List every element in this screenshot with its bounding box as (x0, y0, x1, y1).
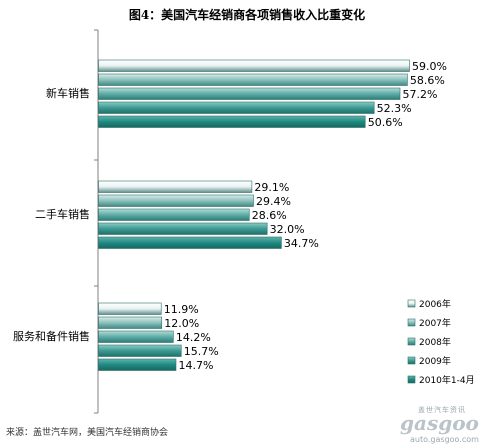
category-label-1: 二手车销售 (35, 207, 90, 221)
data-label-0-2: 57.2% (403, 88, 438, 101)
legend-label-0: 2006年 (419, 298, 451, 310)
bar-2-4 (98, 358, 177, 371)
category-label-2: 服务和备件销售 (13, 329, 90, 343)
data-label-1-0: 29.1% (254, 181, 289, 194)
data-label-2-3: 15.7% (184, 345, 219, 358)
data-label-0-3: 52.3% (377, 102, 412, 115)
bar-2-3 (98, 344, 182, 357)
bar-1-0 (98, 180, 253, 193)
legend-label-1: 2007年 (419, 317, 451, 329)
bar-2-0 (98, 302, 162, 315)
legend-swatch-3 (407, 356, 416, 365)
category-label-0: 新车销售 (46, 86, 90, 100)
bar-2-2 (98, 330, 174, 343)
data-label-1-3: 32.0% (270, 223, 305, 236)
legend-label-4: 2010年1-4月 (419, 374, 475, 386)
bar-1-3 (98, 222, 268, 235)
bar-0-2 (98, 87, 401, 100)
bar-0-1 (98, 73, 408, 86)
data-label-0-1: 58.6% (410, 74, 445, 87)
data-label-2-4: 14.7% (178, 359, 213, 372)
bar-2-1 (98, 316, 163, 329)
data-label-0-4: 50.6% (368, 116, 403, 129)
data-label-1-4: 34.7% (284, 237, 319, 250)
data-label-2-0: 11.9% (164, 303, 199, 316)
bar-0-4 (98, 115, 366, 128)
watermark-url: auto.gasgoo.com (410, 435, 479, 444)
source-note: 来源：盖世汽车网，美国汽车经销商协会 (6, 428, 169, 438)
watermark-cn: 盖世汽车资讯 (418, 406, 466, 414)
bar-1-2 (98, 208, 250, 221)
legend-swatch-0 (407, 299, 416, 308)
data-label-1-2: 28.6% (252, 209, 287, 222)
data-label-1-1: 29.4% (256, 195, 291, 208)
legend-swatch-1 (407, 318, 416, 327)
bar-0-3 (98, 101, 375, 114)
bar-0-0 (98, 59, 410, 72)
data-label-2-1: 12.0% (164, 317, 199, 330)
data-label-0-0: 59.0% (412, 60, 447, 73)
gasgoo-watermark: 盖世汽车资讯 gasgoo auto.gasgoo.com (400, 405, 490, 445)
watermark-logo: gasgoo (400, 411, 479, 435)
chart-title: 图4：美国汽车经销商各项销售收入比重变化 (128, 8, 366, 22)
data-label-2-2: 14.2% (176, 331, 211, 344)
legend-label-2: 2008年 (419, 336, 451, 348)
legend-label-3: 2009年 (419, 355, 451, 367)
legend-swatch-4 (407, 375, 416, 384)
legend-swatch-2 (407, 337, 416, 346)
bar-1-4 (98, 236, 282, 249)
bar-1-1 (98, 194, 254, 207)
